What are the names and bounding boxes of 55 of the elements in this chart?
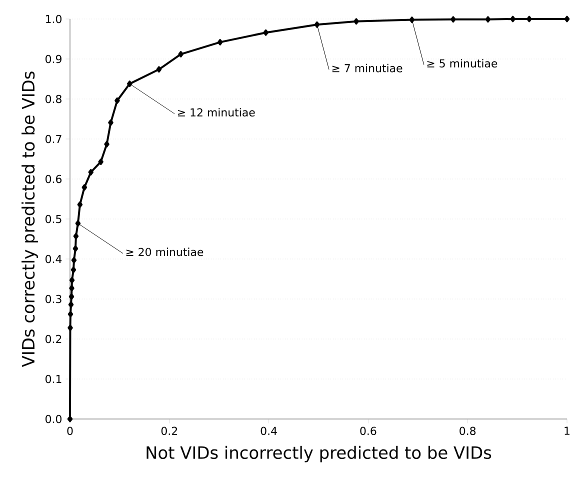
point	[485, 16, 491, 23]
point	[217, 39, 223, 46]
point	[75, 220, 81, 227]
x-tick-label: 0.6	[360, 426, 376, 436]
y-tick-label: 0.6	[46, 174, 62, 184]
y-tick-label: 0.8	[46, 94, 62, 104]
point	[70, 266, 76, 273]
point	[450, 16, 456, 23]
point	[69, 277, 75, 284]
point	[67, 416, 73, 422]
y-tick-label: 0.3	[46, 294, 62, 304]
point	[71, 257, 77, 264]
point	[68, 311, 74, 318]
annotation: ≥ 12 minutiae	[178, 108, 255, 117]
point	[409, 16, 415, 23]
y-tick-label: 1.0	[46, 14, 62, 24]
point	[314, 21, 320, 28]
point	[263, 29, 268, 36]
y-axis-title: VIDs correctly predicted to be VIDs	[22, 72, 38, 368]
y-tick-label: 0.9	[46, 54, 62, 64]
y-tick-label: 0.1	[46, 374, 62, 384]
point	[77, 201, 83, 208]
point	[126, 80, 132, 87]
point	[82, 184, 88, 191]
annotation: ≥ 5 minutiae	[427, 59, 498, 68]
point	[69, 285, 74, 292]
point	[178, 51, 184, 58]
y-tick-label: 0.7	[46, 134, 62, 144]
point	[104, 141, 110, 148]
point	[510, 16, 516, 22]
x-tick-label: 0.4	[260, 426, 277, 436]
point	[354, 18, 359, 25]
y-tick-label: 0.2	[46, 334, 62, 344]
x-tick-label: 0.8	[460, 426, 476, 436]
point	[114, 97, 120, 104]
point	[526, 16, 532, 22]
point	[72, 245, 78, 252]
y-tick-label: 0.5	[46, 214, 62, 224]
x-tick-label: 1	[564, 426, 570, 435]
annotation: ≥ 7 minutiae	[332, 64, 402, 72]
point	[564, 16, 570, 22]
point	[68, 293, 74, 300]
point	[108, 119, 114, 126]
annotation: ≥ 20 minutiae	[126, 248, 204, 256]
point	[156, 66, 162, 73]
point	[88, 169, 94, 176]
y-tick-label: 0.4	[46, 254, 62, 264]
x-axis-title: Not VIDs incorrectly predicted to be VIDs	[146, 446, 492, 462]
x-tick-label: 0	[67, 426, 73, 436]
y-tick-label: 0.0	[46, 414, 62, 424]
x-tick-label: 0.2	[161, 426, 178, 436]
point	[98, 158, 104, 165]
point	[68, 324, 73, 331]
point	[68, 301, 74, 308]
point	[73, 233, 79, 240]
